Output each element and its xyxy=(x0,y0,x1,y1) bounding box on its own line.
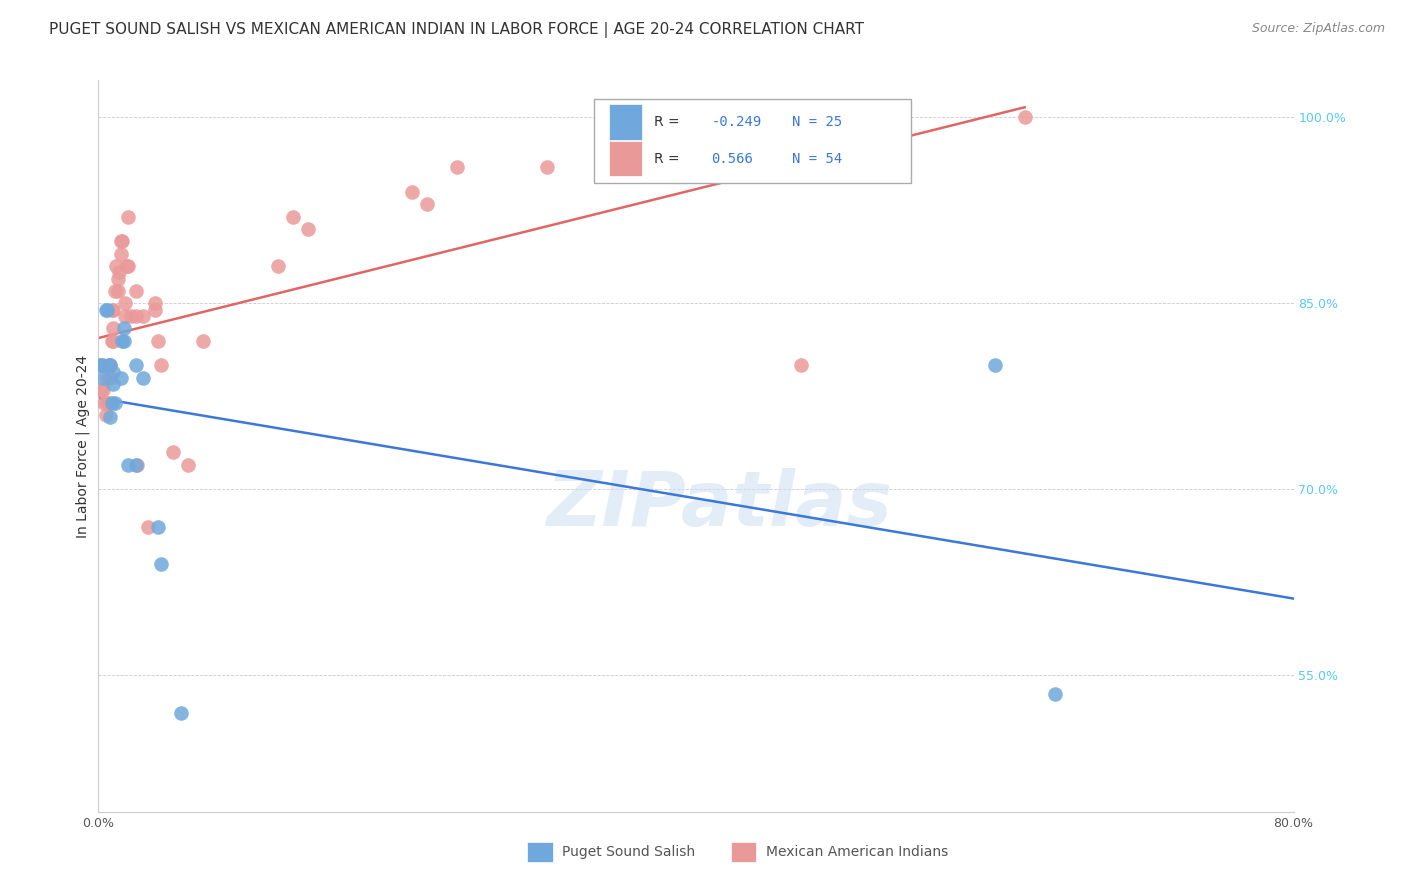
Point xyxy=(104,395,127,409)
Point xyxy=(789,359,811,373)
Point xyxy=(103,365,125,379)
Point xyxy=(94,302,117,317)
Point xyxy=(112,334,135,348)
Point xyxy=(96,371,118,385)
Point xyxy=(98,371,122,385)
Point xyxy=(416,197,439,211)
Point xyxy=(536,160,558,174)
Point xyxy=(162,445,184,459)
Point xyxy=(730,166,752,180)
Point xyxy=(104,284,127,298)
Text: Mexican American Indians: Mexican American Indians xyxy=(766,845,949,859)
Point xyxy=(148,519,170,533)
Point xyxy=(267,259,290,273)
Text: PUGET SOUND SALISH VS MEXICAN AMERICAN INDIAN IN LABOR FORCE | AGE 20-24 CORRELA: PUGET SOUND SALISH VS MEXICAN AMERICAN I… xyxy=(49,22,865,38)
Point xyxy=(101,334,124,348)
Point xyxy=(93,395,115,409)
Text: 0.566: 0.566 xyxy=(711,152,754,166)
Point xyxy=(103,334,125,348)
Point xyxy=(107,284,129,298)
Point xyxy=(97,359,120,373)
Point xyxy=(150,359,173,373)
Point xyxy=(132,309,155,323)
Point xyxy=(117,210,139,224)
Text: N = 54: N = 54 xyxy=(792,152,842,166)
Text: Puget Sound Salish: Puget Sound Salish xyxy=(562,845,696,859)
Point xyxy=(112,321,135,335)
Point xyxy=(117,259,139,273)
Point xyxy=(125,359,148,373)
Point xyxy=(655,153,678,168)
Point xyxy=(125,458,148,472)
Point xyxy=(132,371,155,385)
Point xyxy=(101,302,124,317)
Point xyxy=(110,247,132,261)
Point xyxy=(1043,687,1066,701)
Point xyxy=(136,519,159,533)
Point xyxy=(97,395,120,409)
Bar xyxy=(609,104,643,139)
Point xyxy=(117,458,139,472)
Point xyxy=(94,408,117,422)
Y-axis label: In Labor Force | Age 20-24: In Labor Force | Age 20-24 xyxy=(76,354,90,538)
Point xyxy=(91,359,114,373)
Point xyxy=(90,359,112,373)
Point xyxy=(107,271,129,285)
Point xyxy=(91,383,114,397)
Point xyxy=(125,284,148,298)
Point xyxy=(111,334,134,348)
FancyBboxPatch shape xyxy=(595,99,911,183)
Bar xyxy=(609,141,643,176)
Point xyxy=(297,222,319,236)
Point xyxy=(96,395,118,409)
Point xyxy=(103,302,125,317)
Point xyxy=(111,235,134,249)
Point xyxy=(114,296,136,310)
Point xyxy=(127,458,149,472)
Text: ZIPatlas: ZIPatlas xyxy=(547,467,893,541)
Point xyxy=(98,359,122,373)
Point xyxy=(191,334,214,348)
Point xyxy=(89,359,111,373)
Point xyxy=(91,371,114,385)
Point xyxy=(610,147,633,161)
Point xyxy=(103,377,125,392)
Point xyxy=(90,383,112,397)
Point xyxy=(98,359,122,373)
Point xyxy=(148,334,170,348)
Point xyxy=(281,210,304,224)
Text: -0.249: -0.249 xyxy=(711,115,762,129)
Text: R =: R = xyxy=(654,152,685,166)
Point xyxy=(110,371,132,385)
Point xyxy=(177,458,200,472)
Point xyxy=(98,410,122,425)
Point xyxy=(143,302,166,317)
Point xyxy=(103,321,125,335)
Point xyxy=(125,309,148,323)
Point xyxy=(984,359,1007,373)
Point xyxy=(114,309,136,323)
Text: N = 25: N = 25 xyxy=(792,115,842,129)
Point xyxy=(110,235,132,249)
Point xyxy=(446,160,468,174)
Text: R =: R = xyxy=(654,115,685,129)
Point xyxy=(120,309,142,323)
Point xyxy=(150,557,173,571)
Point xyxy=(101,395,124,409)
Point xyxy=(105,259,128,273)
Point xyxy=(96,302,118,317)
Point xyxy=(143,296,166,310)
Point xyxy=(401,185,423,199)
Point xyxy=(1014,111,1036,125)
Text: Source: ZipAtlas.com: Source: ZipAtlas.com xyxy=(1251,22,1385,36)
Point xyxy=(115,259,138,273)
Point xyxy=(169,706,191,720)
Point xyxy=(97,359,120,373)
Point xyxy=(108,265,131,279)
